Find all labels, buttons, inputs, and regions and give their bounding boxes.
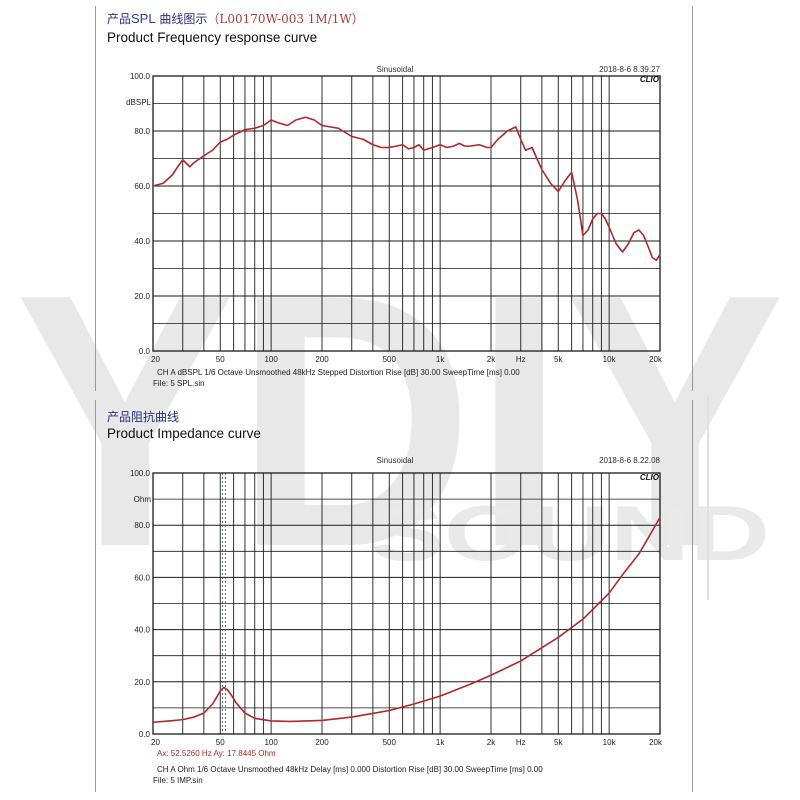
imp-title-en: Product Impedance curve (107, 426, 261, 441)
spl-x-tick-label: 100 (264, 355, 278, 364)
impedance-panel-frame (95, 400, 693, 792)
spl-x-tick-label: 5k (554, 355, 563, 364)
imp-y-tick-label: 80.0 (134, 521, 150, 530)
spl-x-tick-label: 200 (315, 355, 329, 364)
imp-x-tick-label: 100 (264, 738, 278, 747)
spl-panel-frame (95, 6, 693, 391)
spl-y-tick-label: 80.0 (134, 127, 150, 136)
imp-mode-label: Sinusoidal (377, 456, 414, 465)
spl-mode-label: Sinusoidal (377, 65, 414, 74)
spl-x-tick-label: 20 (151, 355, 160, 364)
imp-curve (152, 516, 661, 724)
imp-title-cn: 产品阻抗曲线 (107, 410, 180, 424)
imp-y-tick-label: 60.0 (134, 573, 150, 582)
imp-file-line: File: 5 IMP.sin (153, 776, 203, 785)
spl-curve (152, 116, 661, 262)
imp-brand: CLIO (640, 473, 660, 482)
spl-y-tick-label: 20.0 (134, 292, 150, 301)
spl-y-tick-label: 60.0 (134, 182, 150, 191)
spl-title-cn-model: （L00170W-003 1M/1W） (207, 12, 364, 26)
imp-y-tick-label: 20.0 (134, 678, 150, 687)
imp-x-tick-label: 5k (554, 738, 563, 747)
imp-settings-line: CH A Ohm 1/6 Octave Unsmoothed 48kHz Del… (157, 765, 543, 774)
spl-title-en: Product Frequency response curve (107, 30, 318, 45)
imp-x-tick-label: 2k (487, 738, 496, 747)
spl-settings-line: CH A dBSPL 1/6 Octave Unsmoothed 48kHz S… (157, 368, 520, 377)
imp-timestamp: 2018-8-6 8.22.08 (599, 456, 660, 465)
imp-y-tick-label: 0.0 (139, 730, 151, 739)
impedance-panel: 产品阻抗曲线 Product Impedance curve Sinusoida… (95, 400, 693, 792)
imp-x-tick-label: 200 (315, 738, 329, 747)
impedance-chart: Sinusoidal 2018-8-6 8.22.08 CLIO Ohm Ax:… (130, 456, 663, 785)
imp-x-tick-label: 50 (216, 738, 225, 747)
spl-brand: CLIO (640, 75, 660, 84)
spl-grid (152, 75, 661, 352)
imp-x-tick-label: 500 (383, 738, 397, 747)
spl-x-tick-label: 10k (603, 355, 617, 364)
spl-title-cn-prefix: 产品 (107, 12, 132, 26)
spl-title-cn-mid: 曲线图示 (155, 12, 208, 26)
spl-y-tick-label: 100.0 (130, 72, 151, 81)
imp-grid (152, 472, 661, 735)
spl-plot-border (152, 75, 661, 352)
imp-y-unit: Ohm (134, 495, 152, 504)
imp-x-tick-label: 1k (436, 738, 445, 747)
imp-y-tick-label: 100.0 (130, 469, 151, 478)
spl-y-unit: dBSPL (126, 98, 151, 107)
imp-y-tick-label: 40.0 (134, 626, 150, 635)
spl-y-tick-label: 40.0 (134, 237, 150, 246)
spl-timestamp: 2018-8-6 8.39.27 (599, 65, 660, 74)
imp-cursor-readout: Ax: 52.5260 Hz Ay: 17.8445 Ohm (157, 749, 276, 758)
imp-x-tick-label: Hz (516, 738, 526, 747)
spl-x-tick-label: 500 (383, 355, 397, 364)
spl-x-tick-label: 2k (487, 355, 496, 364)
imp-x-tick-label: 20k (649, 738, 663, 747)
spl-title-cn-accent: SPL (131, 11, 156, 26)
spl-title-cn: 产品SPL 曲线图示（L00170W-003 1M/1W） (107, 10, 364, 27)
spl-panel: 产品SPL 曲线图示（L00170W-003 1M/1W） Product Fr… (95, 6, 693, 391)
spl-x-tick-label: 1k (436, 355, 445, 364)
spl-chart: Sinusoidal 2018-8-6 8.39.27 CLIO dBSPL C… (126, 65, 663, 388)
spl-x-tick-label: Hz (516, 355, 526, 364)
spl-x-tick-label: 50 (216, 355, 225, 364)
imp-x-tick-label: 20 (151, 738, 160, 747)
spl-x-tick-label: 20k (649, 355, 663, 364)
imp-plot-border (152, 472, 661, 735)
spl-y-tick-label: 0.0 (139, 347, 151, 356)
spl-file-line: File: 5 SPL.sin (153, 379, 205, 388)
imp-x-tick-label: 10k (603, 738, 617, 747)
